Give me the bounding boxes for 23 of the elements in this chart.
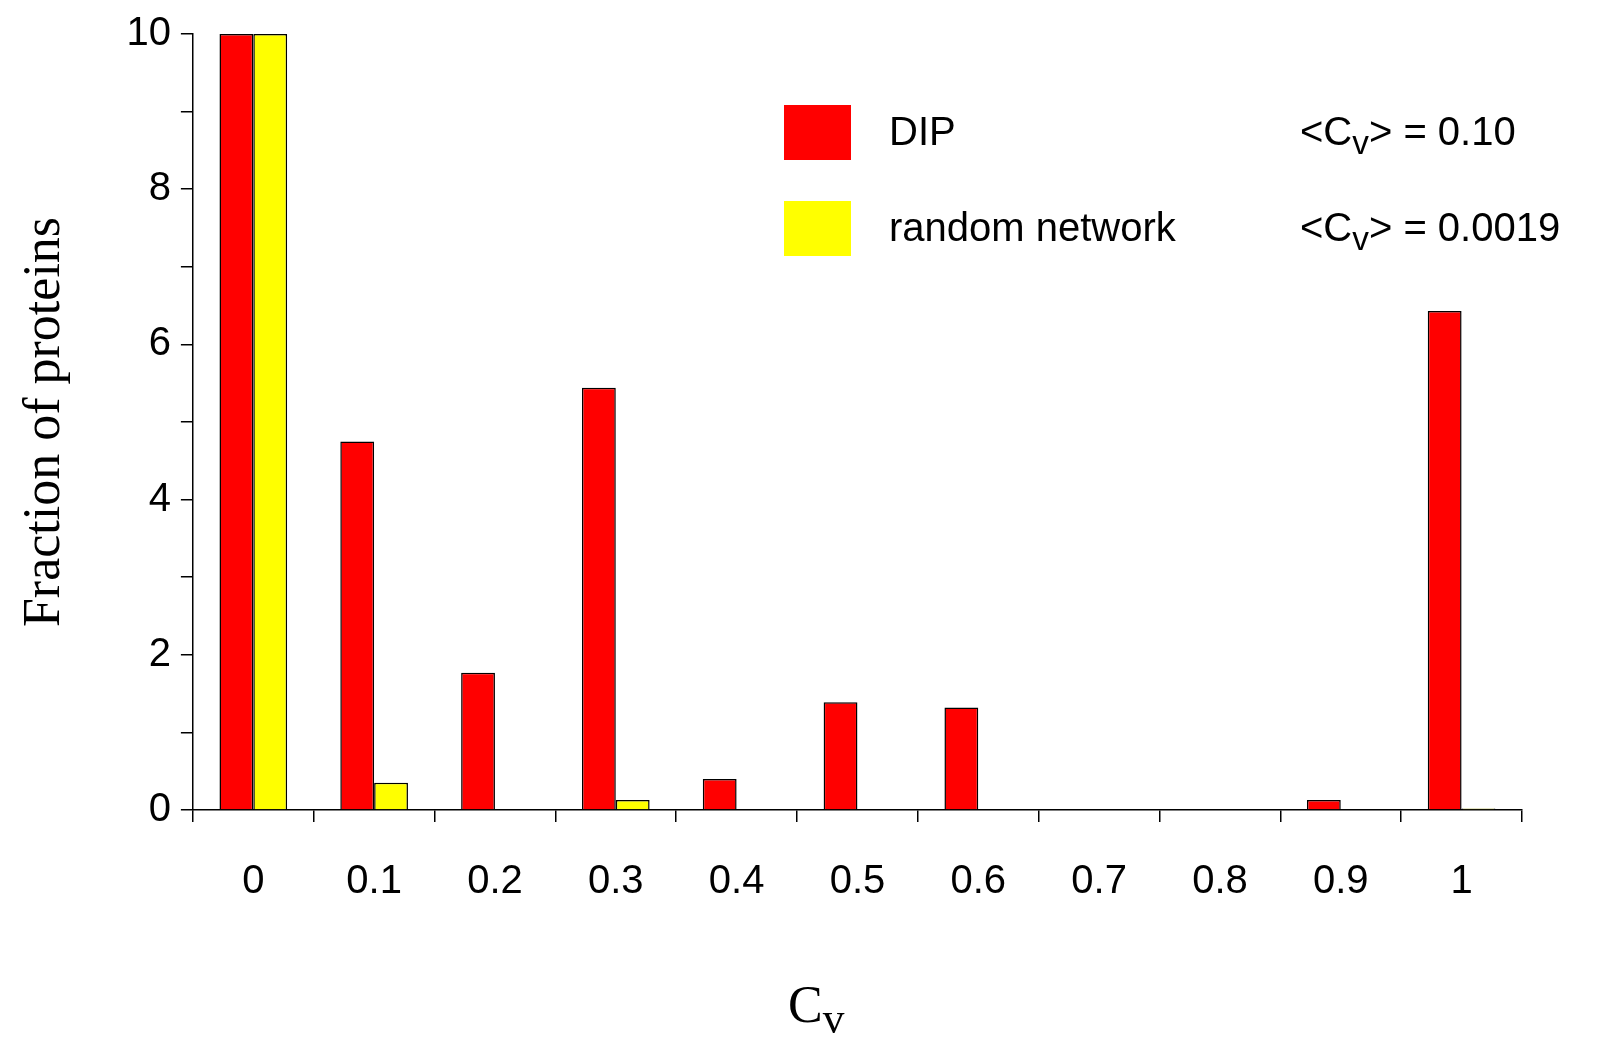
y-tick-label: 10 <box>126 9 171 54</box>
x-tick-label: 0 <box>242 857 265 902</box>
x-tick-label: 0.4 <box>708 857 765 902</box>
legend-label: random network <box>889 205 1176 250</box>
x-tick-label: 0.3 <box>587 857 644 902</box>
annotation: <C$_{v}$> = 0.10 <box>1300 109 1516 162</box>
y-tick-label: 6 <box>148 319 171 364</box>
x-tick-label: 1 <box>1450 857 1473 902</box>
x-axis-title: C$_{v}$ <box>788 975 845 1044</box>
y-tick-label: 2 <box>148 629 171 674</box>
x-tick-label: 0.8 <box>1192 857 1248 902</box>
y-axis-title: Fraction of proteins <box>12 216 70 628</box>
x-tick-label: 0.6 <box>950 857 1007 902</box>
legend-label: DIP <box>889 109 956 154</box>
x-tick-label: 0.1 <box>346 857 402 902</box>
y-tick-label: 8 <box>148 164 171 209</box>
x-tick-label: 0.7 <box>1071 857 1127 902</box>
x-tick-label: 0.5 <box>829 857 886 902</box>
x-tick-label: 0.2 <box>467 857 523 902</box>
annotation: <C$_{v}$> = 0.0019 <box>1300 205 1561 258</box>
y-tick-label: 0 <box>148 785 171 830</box>
x-tick-label: 0.9 <box>1312 857 1369 902</box>
y-tick-label: 4 <box>148 474 171 519</box>
